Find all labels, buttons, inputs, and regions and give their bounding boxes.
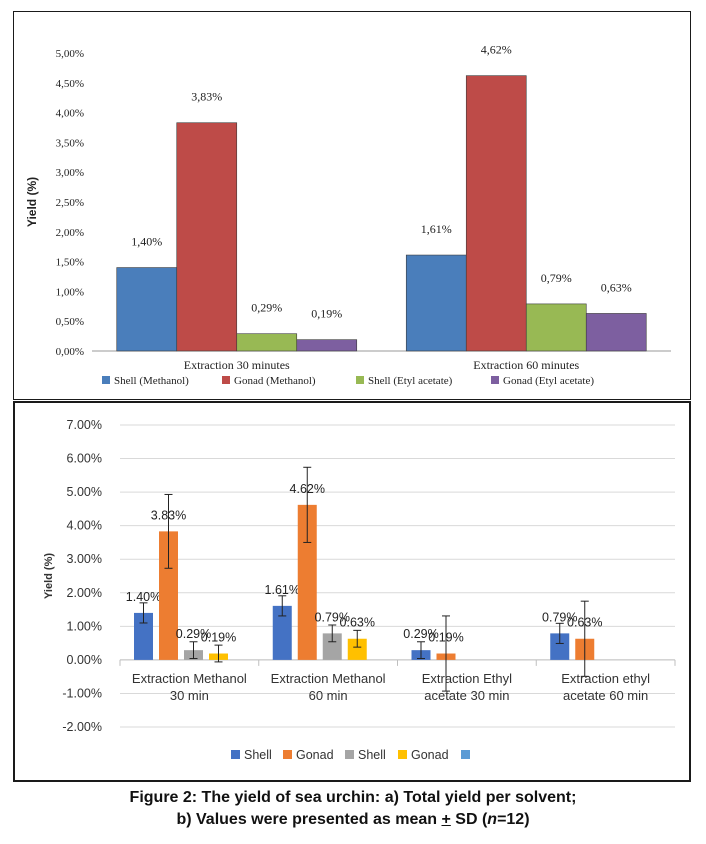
data-label: 0,29% — [251, 301, 282, 315]
bar — [585, 313, 647, 352]
legend-swatch — [356, 376, 364, 384]
data-label: 0.19% — [428, 631, 463, 645]
x-tick-label: Extraction ethyl — [561, 671, 650, 686]
caption-plus-minus: + — [441, 811, 451, 828]
y-tick-label: 2,50% — [56, 197, 84, 209]
x-tick-label: Extraction 60 minutes — [473, 358, 579, 372]
bar — [236, 333, 298, 352]
data-label: 3,83% — [191, 90, 222, 104]
chart-b-svg: -2.00% -1.00% 0.00% 1.00% 2.00% 3.00% 4.00% 5.0… — [43, 418, 676, 762]
legend-swatch — [283, 750, 292, 759]
data-label: 0.79% — [315, 610, 350, 624]
y-tick-label: 3,50% — [56, 137, 84, 149]
caption-line2-pre: b) Values were presented as mean — [176, 811, 442, 828]
bar — [116, 267, 178, 352]
y-tick-label: 6.00% — [67, 452, 102, 466]
x-tick-label: 60 min — [309, 688, 348, 703]
bar — [405, 254, 467, 352]
chart-a-panel: 0,00% 0,50% 1,00% 1,50% 2,00% 2,50% 3,00% 3,50%… — [13, 11, 691, 400]
y-tick-label: 1.00% — [67, 619, 102, 633]
y-tick-label: 5,00% — [56, 48, 84, 60]
y-tick-label: 1,50% — [56, 257, 84, 269]
data-label: 0,63% — [601, 280, 632, 294]
data-label: 3.83% — [151, 508, 186, 522]
bar — [525, 303, 587, 352]
y-tick-label: 4,00% — [56, 108, 84, 120]
bar — [465, 75, 527, 352]
y-tick-label: -2.00% — [62, 720, 102, 734]
x-tick-label: Extraction Methanol — [271, 671, 386, 686]
data-label: 0.29% — [176, 627, 211, 641]
chart-a-svg: 0,00% 0,50% 1,00% 1,50% 2,00% 2,50% 3,00% 3,50%… — [25, 43, 671, 387]
legend-label: Gonad — [411, 748, 449, 762]
y-tick-label: 0.00% — [67, 653, 102, 667]
bar — [322, 633, 342, 660]
y-tick-label: 1,00% — [56, 286, 84, 298]
legend-swatch — [345, 750, 354, 759]
bar — [550, 633, 570, 660]
y-tick-label: -1.00% — [62, 686, 102, 700]
legend-label: Shell (Etyl acetate) — [368, 375, 453, 387]
y-tick-label: 3,00% — [56, 167, 84, 179]
legend-swatch — [231, 750, 240, 759]
bar — [272, 605, 292, 660]
y-tick-label: 2,00% — [56, 227, 84, 239]
legend-swatch — [461, 750, 470, 759]
data-label: 1.40% — [126, 590, 161, 604]
figure-caption-line2: b) Values were presented as mean + SD (n… — [0, 811, 706, 829]
x-tick-label: acetate 60 min — [563, 688, 648, 703]
y-axis-title: Yield (%) — [25, 177, 39, 227]
y-tick-label: 7.00% — [67, 418, 102, 432]
data-label: 1,61% — [421, 222, 452, 236]
data-label: 4.62% — [290, 482, 325, 496]
data-label: 4,62% — [481, 43, 512, 57]
legend-label: Shell — [358, 748, 386, 762]
data-label: 0,79% — [541, 271, 572, 285]
bar — [134, 612, 153, 660]
bar — [296, 339, 358, 352]
y-tick-label: 5.00% — [67, 485, 102, 499]
bar — [176, 122, 238, 352]
y-tick-label: 4.00% — [67, 519, 102, 533]
data-label: 1,40% — [131, 235, 162, 249]
data-label: 0,19% — [311, 307, 342, 321]
y-axis-title: Yield (%) — [43, 553, 55, 599]
x-tick-label: acetate 30 min — [424, 688, 509, 703]
legend-label: Gonad — [296, 748, 334, 762]
bar — [297, 504, 317, 660]
data-label: 0.63% — [567, 616, 602, 630]
legend-label: Shell (Methanol) — [114, 375, 189, 387]
chart-b-panel: -2.00% -1.00% 0.00% 1.00% 2.00% 3.00% 4.00% 5.0… — [13, 401, 691, 782]
legend-swatch — [491, 376, 499, 384]
legend-swatch — [222, 376, 230, 384]
x-tick-label: Extraction Ethyl — [422, 671, 512, 686]
bar — [347, 638, 367, 660]
x-tick-label: Extraction 30 minutes — [184, 358, 290, 372]
bar — [159, 531, 178, 660]
data-label: 0.29% — [403, 627, 438, 641]
x-tick-label: Extraction Methanol — [132, 671, 247, 686]
y-tick-label: 3.00% — [67, 552, 102, 566]
y-tick-label: 2.00% — [67, 586, 102, 600]
x-tick-label: 30 min — [170, 688, 209, 703]
data-label: 0.19% — [201, 631, 236, 645]
caption-line2-post: =12) — [497, 811, 530, 828]
y-tick-label: 0,50% — [56, 316, 84, 328]
legend-label: Gonad (Etyl acetate) — [503, 375, 594, 387]
figure-caption-line1: Figure 2: The yield of sea urchin: a) To… — [129, 789, 577, 806]
data-label: 0.63% — [340, 616, 375, 630]
caption-n: n — [487, 811, 498, 828]
y-tick-label: 0,00% — [56, 346, 84, 358]
data-label: 0.79% — [542, 610, 577, 624]
legend-label: Shell — [244, 748, 272, 762]
legend-swatch — [102, 376, 110, 384]
legend-label: Gonad (Methanol) — [234, 375, 316, 387]
y-tick-label: 4,50% — [56, 78, 84, 90]
data-label: 1.61% — [265, 583, 300, 597]
legend-swatch — [398, 750, 407, 759]
caption-line2-mid: SD ( — [450, 811, 488, 828]
